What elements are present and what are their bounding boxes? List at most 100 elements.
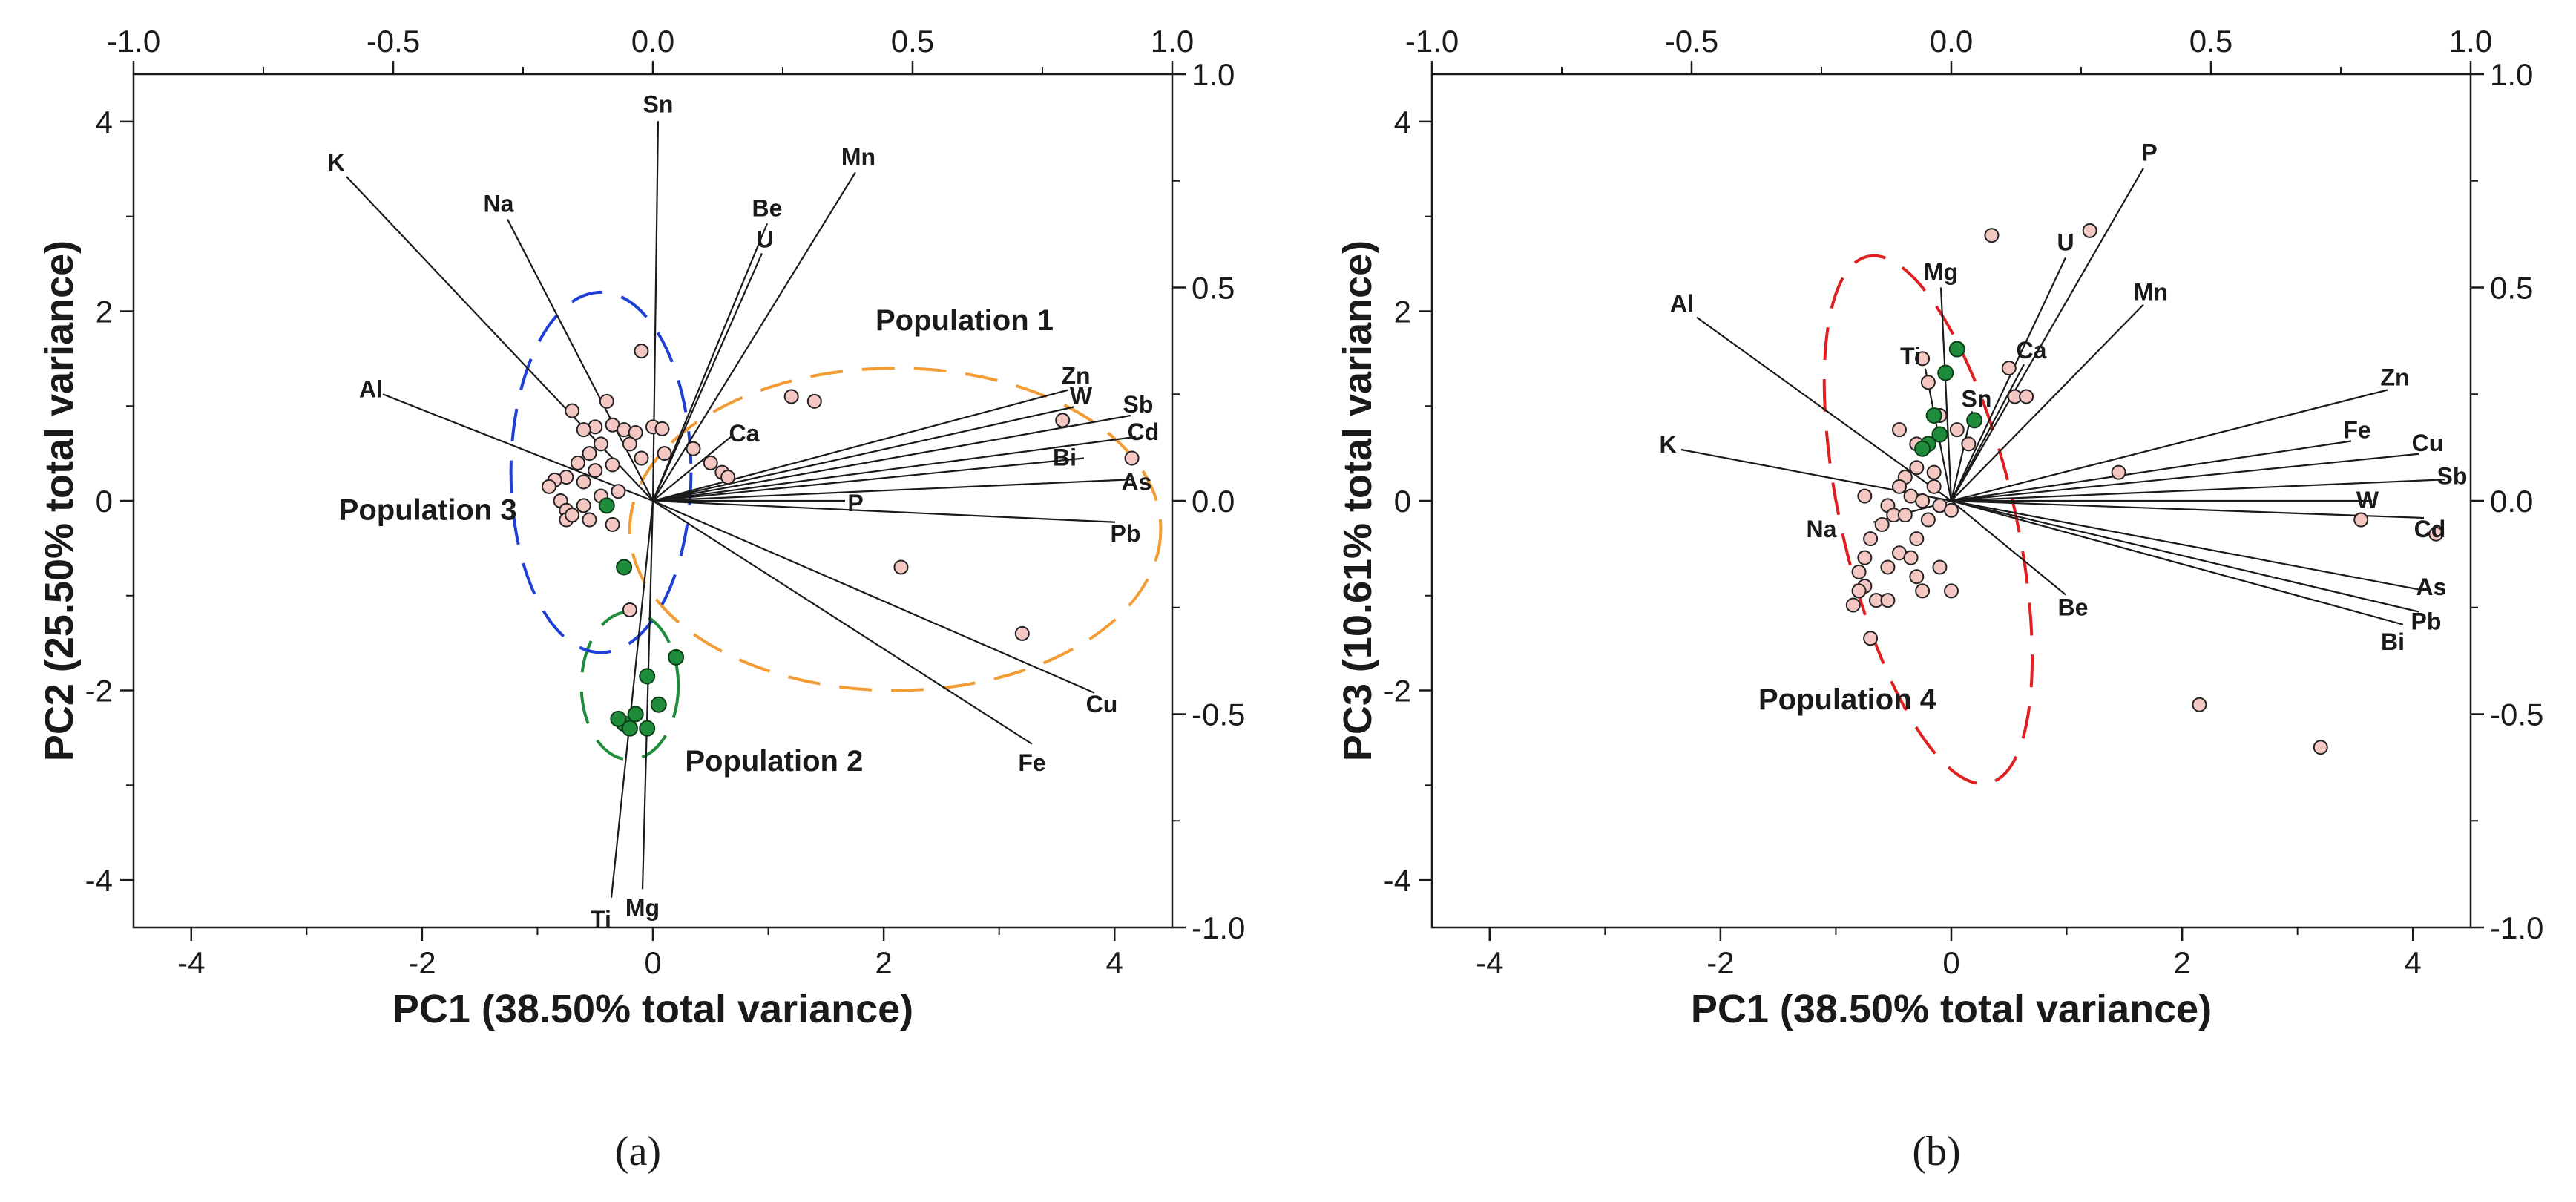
right-tick-label: 1.0 <box>1192 57 1235 92</box>
sample-point <box>2001 361 2017 376</box>
right-tick-label: -1.0 <box>2490 910 2543 945</box>
loading-label: Pb <box>1111 520 1141 547</box>
y-axis-title: PC3 (10.61% total variance) <box>1335 240 1380 761</box>
x-axis-title: PC1 (38.50% total variance) <box>392 987 913 1031</box>
loading-label: W <box>1070 383 1093 410</box>
sample-point <box>1961 436 1977 452</box>
sample-point <box>1909 460 1925 476</box>
top-tick-label: -1.0 <box>107 24 160 59</box>
loading-label: Be <box>2058 594 2089 621</box>
axes: -4 -2 0 2 4 -4 -2 0 2 4 -1.0 -0.5 0.0 0.5 1.01.0 0.5 0.0… <box>85 24 1246 980</box>
top-tick-label: -0.5 <box>367 24 420 59</box>
loading-label: Mg <box>1924 259 1958 286</box>
loading-vector <box>651 121 660 502</box>
loading-label: Mn <box>841 143 875 170</box>
loading-vector <box>1939 287 1953 502</box>
population-label: Population 3 <box>339 494 517 527</box>
loading-vector <box>652 171 856 502</box>
sample-point <box>1014 625 1030 641</box>
loading-label: P <box>847 490 863 516</box>
sample-point <box>634 450 649 466</box>
loading-vector <box>1696 316 1952 502</box>
group-sample-point <box>616 559 633 576</box>
loading-label: Fe <box>1018 749 1045 776</box>
loading-label: K <box>1659 431 1676 458</box>
sample-point <box>1892 422 1907 438</box>
loading-vector <box>507 218 654 502</box>
loading-vector <box>346 176 654 502</box>
right-tick-label: 0.5 <box>2490 271 2533 306</box>
loading-vector <box>1951 453 2419 502</box>
y-tick-label: -2 <box>85 674 113 709</box>
sample-point <box>622 602 637 617</box>
y-tick-label: -2 <box>1384 674 1411 709</box>
loading-vector <box>652 457 1085 502</box>
top-tick-label: 0.5 <box>891 24 934 59</box>
x-tick-label: 2 <box>2173 945 2190 980</box>
sample-point <box>588 463 603 479</box>
loading-label: Bi <box>2381 628 2405 655</box>
sample-point <box>1944 502 1959 518</box>
sample-point <box>1909 569 1925 585</box>
loading-label: As <box>1122 468 1152 495</box>
loading-vector <box>652 406 1074 502</box>
loading-label: Sn <box>1962 385 1992 412</box>
sample-point <box>2313 740 2328 755</box>
loading-label: Zn <box>2380 364 2409 391</box>
sample-point <box>686 441 701 456</box>
sample-point <box>1055 413 1071 428</box>
loading-label: P <box>2141 139 2157 166</box>
sample-point <box>1926 479 1942 494</box>
y-tick-label: 4 <box>96 105 113 139</box>
group-sample-point <box>1914 440 1931 457</box>
loading-label: Cd <box>1128 418 1160 445</box>
right-tick-label: 1.0 <box>2490 57 2533 92</box>
group-sample-point <box>1937 364 1954 381</box>
sample-point <box>1857 488 1873 504</box>
sample-point <box>720 470 736 485</box>
loading-vector <box>652 499 1095 694</box>
group-sample-point <box>621 720 638 737</box>
group-sample-point <box>668 648 685 666</box>
sample-point <box>1932 559 1948 575</box>
sample-point <box>599 393 614 409</box>
population-ellipse <box>628 367 1163 692</box>
sample-point <box>2019 389 2034 404</box>
loading-label: K <box>327 149 344 176</box>
loading-vector <box>652 499 1116 523</box>
population-label: Population 4 <box>1758 683 1937 716</box>
sample-point <box>605 457 620 473</box>
loading-vector <box>1951 167 2144 502</box>
sample-points <box>542 344 1140 737</box>
loading-vector <box>1951 303 2144 502</box>
sample-point <box>783 389 799 404</box>
sample-point <box>703 455 718 470</box>
x-tick-label: -4 <box>177 945 205 980</box>
group-sample-point <box>639 720 656 737</box>
loading-label: Mn <box>2134 279 2168 306</box>
y-tick-label: 2 <box>1394 294 1411 329</box>
sample-point <box>565 508 580 523</box>
x-tick-label: 0 <box>1942 945 1959 980</box>
loading-vector <box>641 500 654 890</box>
sample-point <box>1926 464 1942 480</box>
sample-point <box>2082 223 2097 238</box>
sample-point <box>594 436 608 452</box>
sample-point <box>2353 512 2369 528</box>
loading-label: As <box>2416 574 2447 600</box>
x-tick-label: 4 <box>1106 945 1123 980</box>
panel-label: (a) <box>615 1129 661 1175</box>
group-sample-point <box>1966 412 1983 429</box>
right-tick-label: 0.5 <box>1192 271 1235 306</box>
loading-label: Al <box>359 375 383 402</box>
population-label: Population 2 <box>685 745 863 778</box>
sample-point <box>806 393 822 409</box>
loading-label: Zn <box>1061 363 1090 390</box>
right-tick-label: -1.0 <box>1192 910 1245 945</box>
group-sample-point <box>639 668 656 685</box>
loading-vector <box>652 436 1137 502</box>
right-tick-label: 0.0 <box>2490 484 2533 519</box>
